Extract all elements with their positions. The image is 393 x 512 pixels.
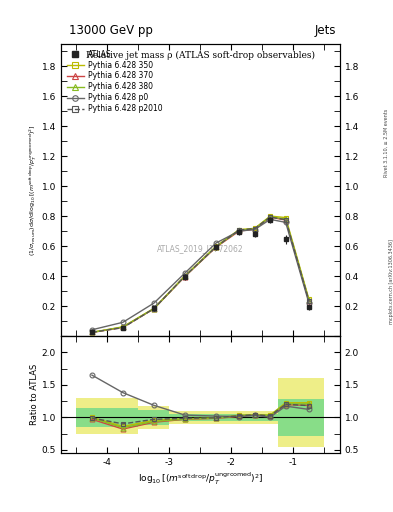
Y-axis label: $(1/\sigma_\mathrm{resum})\,\mathrm{d}\sigma/\mathrm{d}\log_{10}[(m^\mathrm{soft: $(1/\sigma_\mathrm{resum})\,\mathrm{d}\s… — [28, 124, 39, 255]
Text: 13000 GeV pp: 13000 GeV pp — [69, 24, 152, 37]
Text: Rivet 3.1.10, ≥ 2.5M events: Rivet 3.1.10, ≥ 2.5M events — [384, 109, 388, 178]
Y-axis label: Ratio to ATLAS: Ratio to ATLAS — [30, 364, 39, 425]
X-axis label: $\log_{10}[(m^{\mathrm{soft\,drop}}/p_T^{\mathrm{ungroomed}})^2]$: $\log_{10}[(m^{\mathrm{soft\,drop}}/p_T^… — [138, 471, 263, 487]
Text: Jets: Jets — [314, 24, 336, 37]
Text: mcplots.cern.ch [arXiv:1306.3436]: mcplots.cern.ch [arXiv:1306.3436] — [389, 239, 393, 324]
Legend: ATLAS, Pythia 6.428 350, Pythia 6.428 370, Pythia 6.428 380, Pythia 6.428 p0, Py: ATLAS, Pythia 6.428 350, Pythia 6.428 37… — [65, 47, 165, 116]
Text: Relative jet mass ρ (ATLAS soft-drop observables): Relative jet mass ρ (ATLAS soft-drop obs… — [86, 51, 315, 60]
Text: ATLAS_2019_I1772062: ATLAS_2019_I1772062 — [157, 244, 244, 253]
